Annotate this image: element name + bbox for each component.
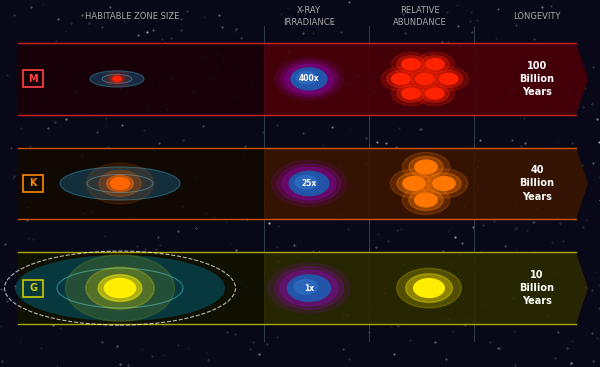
Circle shape [296, 72, 316, 84]
Circle shape [397, 56, 425, 73]
Circle shape [280, 61, 338, 97]
Text: K: K [29, 178, 37, 189]
Circle shape [397, 173, 431, 194]
Circle shape [277, 164, 341, 203]
Circle shape [421, 85, 449, 102]
Circle shape [86, 163, 154, 204]
Circle shape [415, 160, 437, 174]
Circle shape [421, 56, 449, 73]
Text: 1x: 1x [304, 284, 314, 292]
Circle shape [112, 76, 122, 82]
Circle shape [271, 160, 347, 207]
Circle shape [86, 267, 154, 309]
Circle shape [110, 178, 130, 189]
Polygon shape [264, 43, 588, 115]
Polygon shape [264, 148, 588, 219]
Circle shape [392, 82, 430, 105]
Circle shape [294, 280, 317, 294]
Circle shape [416, 73, 434, 84]
Circle shape [295, 176, 317, 189]
Circle shape [433, 177, 455, 190]
Circle shape [113, 77, 121, 81]
Circle shape [406, 274, 452, 302]
Circle shape [104, 279, 136, 298]
Circle shape [416, 82, 454, 105]
Circle shape [282, 167, 336, 200]
Polygon shape [18, 252, 264, 324]
Circle shape [268, 263, 350, 313]
Circle shape [274, 267, 344, 309]
Polygon shape [18, 43, 264, 115]
Circle shape [65, 255, 175, 321]
Circle shape [402, 185, 450, 215]
Circle shape [430, 67, 468, 91]
Circle shape [420, 169, 468, 198]
Circle shape [426, 59, 444, 70]
Circle shape [98, 275, 142, 301]
Circle shape [397, 85, 425, 102]
Circle shape [392, 52, 430, 76]
Circle shape [397, 268, 461, 308]
Circle shape [411, 70, 439, 87]
Text: HABITABLE ZONE SIZE: HABITABLE ZONE SIZE [85, 12, 179, 21]
Circle shape [435, 70, 463, 87]
Circle shape [427, 173, 461, 194]
Circle shape [403, 177, 425, 190]
Circle shape [409, 189, 443, 211]
Circle shape [406, 67, 444, 91]
Circle shape [426, 88, 444, 99]
Text: RELATIVE
ABUNDANCE: RELATIVE ABUNDANCE [393, 7, 447, 26]
Circle shape [285, 64, 334, 94]
Circle shape [415, 193, 437, 207]
Text: 400x: 400x [299, 75, 319, 83]
Text: 10
Billion
Years: 10 Billion Years [520, 270, 554, 306]
Circle shape [107, 175, 133, 192]
Circle shape [291, 68, 327, 90]
Circle shape [289, 171, 329, 196]
Text: 40
Billion
Years: 40 Billion Years [520, 165, 554, 202]
Ellipse shape [60, 167, 180, 200]
Text: G: G [29, 283, 37, 293]
Text: X-RAY
IRRADIANCE: X-RAY IRRADIANCE [283, 7, 335, 26]
Circle shape [402, 152, 450, 182]
Circle shape [392, 73, 410, 84]
Circle shape [440, 73, 458, 84]
Circle shape [387, 70, 415, 87]
Polygon shape [18, 148, 264, 219]
Circle shape [409, 156, 443, 178]
Circle shape [402, 59, 420, 70]
Ellipse shape [15, 255, 225, 321]
Text: LONGEVITY: LONGEVITY [514, 12, 560, 21]
Circle shape [287, 275, 331, 301]
Circle shape [390, 169, 438, 198]
Circle shape [280, 270, 338, 306]
Circle shape [99, 171, 141, 196]
Circle shape [109, 74, 125, 84]
Text: 25x: 25x [301, 179, 317, 188]
Circle shape [275, 58, 343, 100]
Text: M: M [28, 74, 38, 84]
Polygon shape [264, 252, 588, 324]
Circle shape [414, 279, 444, 297]
Circle shape [402, 88, 420, 99]
Text: 100
Billion
Years: 100 Billion Years [520, 61, 554, 97]
Circle shape [382, 67, 420, 91]
Circle shape [416, 52, 454, 76]
Ellipse shape [90, 71, 144, 87]
Circle shape [104, 71, 130, 87]
